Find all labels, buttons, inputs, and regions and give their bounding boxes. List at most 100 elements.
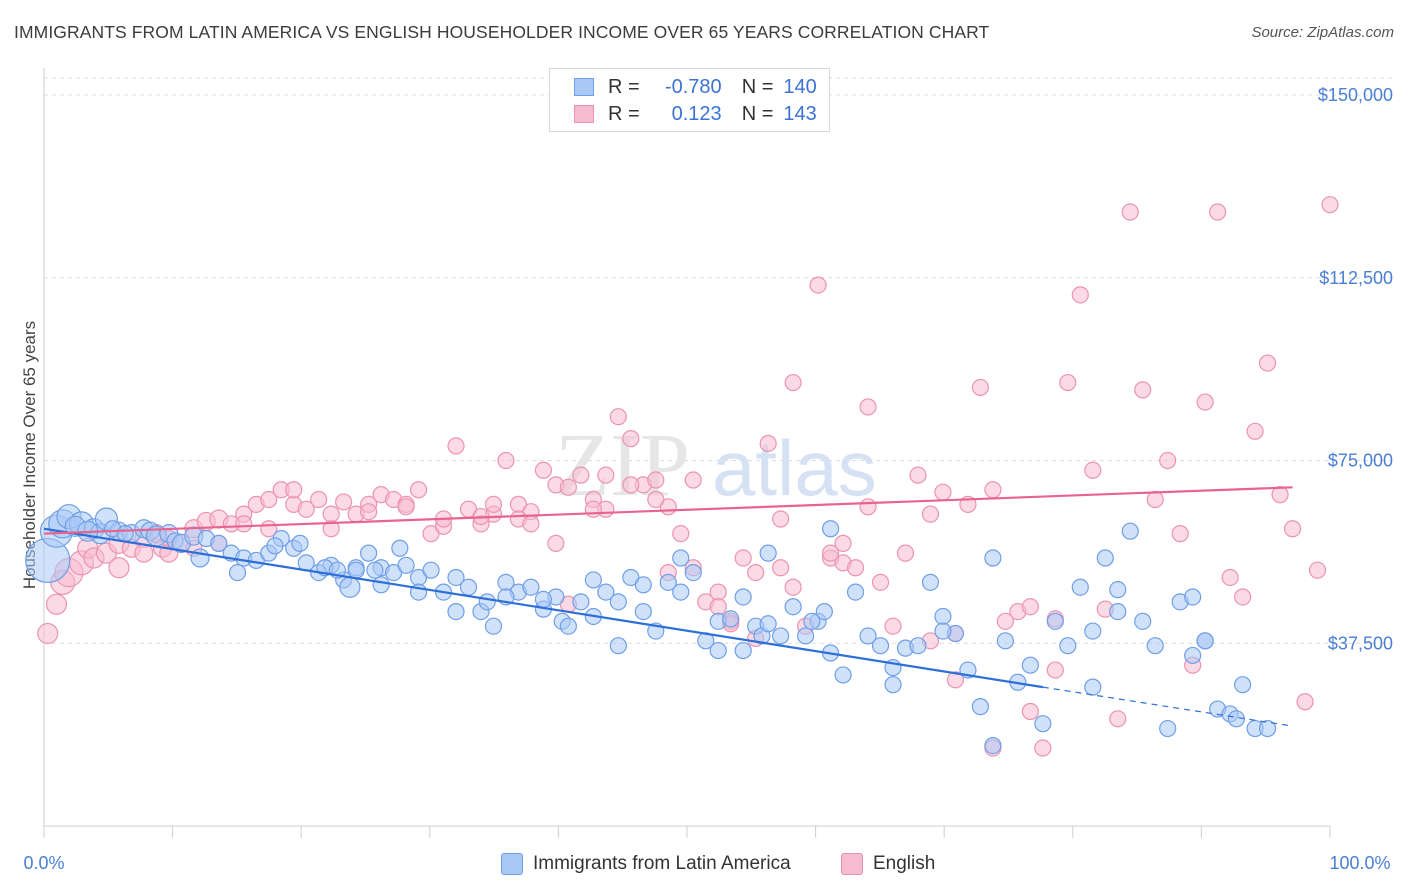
data-point — [547, 534, 565, 552]
data-point — [447, 602, 465, 621]
data-point — [647, 471, 665, 489]
legend-r-label: R = — [608, 75, 640, 98]
data-point — [559, 617, 577, 635]
data-point — [335, 493, 353, 511]
data-point — [672, 583, 690, 601]
data-point — [684, 564, 702, 582]
data-point — [1021, 598, 1039, 616]
data-point — [116, 525, 134, 543]
data-point — [584, 571, 602, 589]
data-point — [996, 612, 1014, 630]
data-point — [772, 627, 790, 645]
data-point — [759, 615, 777, 633]
data-point — [759, 544, 777, 562]
data-point — [871, 573, 890, 591]
data-point — [759, 434, 777, 453]
data-point — [784, 373, 802, 392]
data-point — [622, 476, 640, 494]
data-point — [210, 534, 228, 552]
data-point — [108, 557, 130, 579]
y-tick-label: $37,500 — [1328, 633, 1393, 653]
data-point — [1221, 568, 1239, 587]
data-point — [734, 549, 752, 567]
data-point — [709, 583, 727, 601]
data-point — [360, 544, 378, 562]
data-point — [634, 602, 652, 621]
data-point — [1246, 422, 1264, 440]
data-point — [597, 466, 615, 484]
data-point — [846, 559, 865, 577]
data-point — [1059, 373, 1077, 392]
data-point — [1059, 637, 1077, 655]
data-point — [709, 641, 727, 660]
data-point — [1109, 581, 1127, 599]
data-point — [821, 520, 840, 538]
data-point — [266, 537, 284, 555]
data-point — [734, 588, 752, 606]
data-point — [971, 378, 990, 397]
data-point — [609, 408, 627, 426]
data-point — [1134, 612, 1152, 630]
data-point — [884, 676, 902, 694]
data-point — [1021, 656, 1039, 674]
data-point — [734, 641, 752, 660]
legend-row-pink: R = 0.123 N = 143 — [574, 101, 817, 127]
trend-line-latin-america-extension — [1042, 686, 1293, 727]
data-point — [534, 590, 553, 609]
data-point — [391, 539, 409, 557]
data-point — [821, 544, 840, 562]
bottom-legend-label-pink: English — [873, 853, 936, 874]
data-point — [784, 578, 802, 596]
source-label: Source: ZipAtlas.com — [1251, 24, 1394, 41]
data-point — [372, 576, 390, 594]
data-point — [921, 505, 940, 523]
bottom-legend-blue: Immigrants from Latin America — [501, 851, 791, 877]
data-point — [921, 573, 940, 591]
y-tick-label: $75,000 — [1328, 451, 1393, 471]
axes — [43, 68, 1331, 838]
data-point — [534, 461, 553, 479]
data-point — [1196, 393, 1214, 411]
data-point — [909, 637, 927, 655]
data-point — [772, 510, 790, 528]
y-tick-label: $112,500 — [1319, 268, 1393, 288]
legend-r-value-blue: -0.780 — [664, 75, 722, 98]
data-point — [984, 481, 1002, 499]
data-point — [984, 736, 1002, 755]
data-point — [322, 505, 340, 523]
data-point — [1184, 646, 1202, 665]
data-point — [1034, 715, 1052, 733]
series-latin-america-points — [25, 503, 1277, 755]
data-point — [1196, 632, 1214, 650]
data-point — [228, 564, 247, 582]
data-point — [1109, 710, 1127, 728]
data-point — [522, 578, 540, 596]
data-point — [772, 559, 790, 577]
data-point — [366, 561, 384, 579]
data-point — [722, 610, 740, 628]
data-point — [846, 583, 865, 601]
data-point — [1234, 588, 1252, 606]
data-point — [622, 429, 640, 448]
data-point — [871, 637, 890, 655]
data-point — [45, 593, 68, 615]
data-point — [360, 503, 378, 521]
data-point — [1159, 719, 1177, 738]
bottom-legend-swatch-blue — [501, 853, 523, 875]
legend-n-value-pink: 143 — [783, 102, 817, 125]
data-point — [584, 500, 602, 518]
data-point — [884, 617, 902, 635]
data-point — [484, 617, 503, 635]
y-tick-labels: $37,500 $75,000 $112,500 $150,000 — [1318, 85, 1393, 653]
trend-line-latin-america — [43, 527, 1044, 689]
data-point — [1283, 520, 1302, 538]
data-point — [1146, 637, 1164, 655]
legend-r-value-pink: 0.123 — [671, 102, 722, 125]
data-point — [934, 483, 952, 501]
legend-swatch-pink — [574, 105, 594, 123]
data-point — [1258, 354, 1277, 372]
data-point — [934, 607, 952, 626]
data-point — [1146, 490, 1164, 509]
data-point — [1321, 196, 1339, 214]
